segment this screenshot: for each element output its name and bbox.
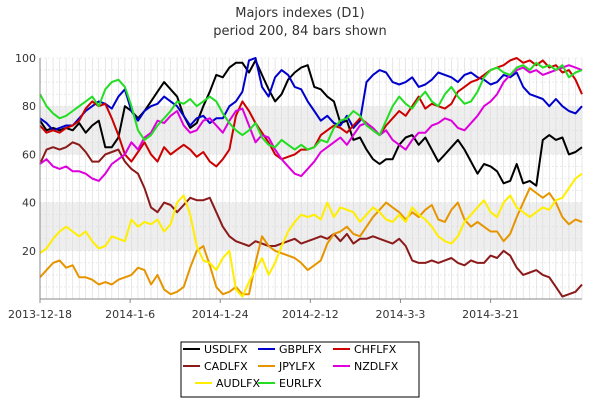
legend-item-chflfx: CHFLFX — [333, 343, 397, 356]
y-tick-label: 100 — [15, 52, 36, 65]
y-tick-label: 60 — [22, 148, 36, 161]
legend-label: AUDLFX — [216, 377, 261, 390]
shaded-band-0 — [40, 202, 582, 251]
legend-item-audlfx: AUDLFX — [195, 377, 261, 390]
y-tick-label: 40 — [22, 197, 36, 210]
legend-item-eurlfx: EURLFX — [258, 377, 322, 390]
y-tick-label: 80 — [22, 100, 36, 113]
legend-item-cadlfx: CADLFX — [183, 360, 248, 373]
plot-grid — [39, 57, 583, 300]
chart-title: Majors indexes (D1) — [235, 6, 365, 21]
legend-item-nzdlfx: NZDLFX — [333, 360, 399, 373]
x-tick-label: 2013-12-18 — [8, 308, 72, 321]
x-tick-label: 2014-1-6 — [105, 308, 155, 321]
x-tick-label: 2014-3-3 — [375, 308, 425, 321]
legend-label: USDLFX — [204, 343, 248, 356]
legend-label: CADLFX — [204, 360, 248, 373]
chart-subtitle: period 200, 84 bars shown — [213, 24, 387, 39]
series-line-cadlfx — [39, 141, 583, 298]
y-tick-label: 20 — [22, 245, 36, 258]
legend-label: NZDLFX — [354, 360, 399, 373]
series-line-gbplfx — [39, 57, 583, 132]
x-tick-label: 2014-3-21 — [462, 308, 519, 321]
legend-box — [180, 341, 420, 398]
series-line-jpylfx — [39, 187, 583, 296]
plot-series — [39, 57, 583, 298]
legend-label: JPYLFX — [278, 360, 316, 373]
series-line-nzdlfx — [39, 64, 583, 182]
legend-item-usdlfx: USDLFX — [183, 343, 248, 356]
plot-bands — [40, 106, 582, 251]
legend-item-jpylfx: JPYLFX — [258, 360, 316, 373]
series-line-audlfx — [39, 172, 583, 298]
plot-ticks: 20 40 60 80 100 2013-12-18 2014-1-6 2014-1-24 20… — [8, 52, 519, 321]
legend: USDLFX GBPLFX CHFLFX CADLFX JPYLFX NZDLFX AUDL… — [180, 341, 420, 398]
legend-label: CHFLFX — [354, 343, 397, 356]
x-tick-label: 2014-2-12 — [282, 308, 339, 321]
legend-label: EURLFX — [279, 377, 322, 390]
legend-item-gbplfx: GBPLFX — [258, 343, 322, 356]
series-line-eurlfx — [39, 61, 583, 151]
x-tick-label: 2014-1-24 — [192, 308, 249, 321]
legend-label: GBPLFX — [279, 343, 322, 356]
